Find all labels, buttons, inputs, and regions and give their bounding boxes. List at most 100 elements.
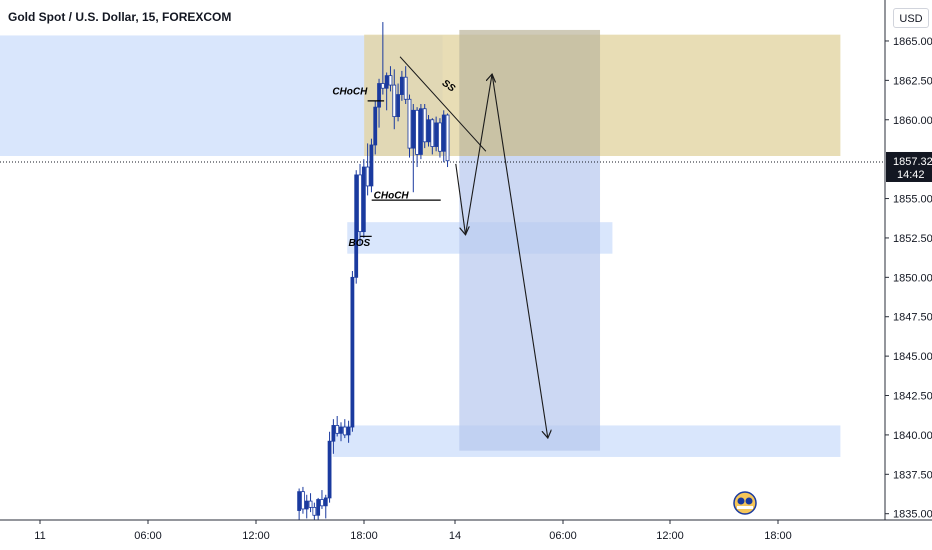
candle [354,170,359,284]
x-tick-label: 12:00 [242,530,270,542]
candle-body [396,94,400,118]
candle-body [388,75,393,86]
candle-body [320,499,324,507]
currency-selector[interactable]: USD [893,8,929,28]
candle-body [415,109,420,155]
candle [350,271,355,432]
candle [419,104,423,160]
y-tick-label: 1852.50 [893,233,932,245]
candle [422,104,427,149]
candle-body [301,491,305,510]
candle [304,494,309,519]
candle [327,431,332,503]
candle [312,502,317,520]
y-tick-label: 1862.50 [893,75,932,87]
candle [434,116,439,152]
current-price-tag [886,151,932,182]
symbol-title[interactable]: Gold Spot / U.S. Dollar, 15, FOREXCOM [6,10,234,24]
candle [346,420,351,443]
zones-layer [0,29,841,457]
candle-body [327,440,332,499]
candle [403,66,408,104]
candle-body [373,106,378,146]
candle [320,490,324,509]
candle [365,143,370,196]
y-tick-label: 1842.50 [893,391,932,403]
candle-body [335,425,340,434]
candle [392,69,397,130]
annotation-label-choch: CHoCH [374,191,410,202]
candle-body [331,425,336,442]
candle-body [377,83,381,108]
candle-body [438,122,442,152]
candle [411,104,416,193]
projection-arrow [464,74,493,235]
x-tick-label: 11 [34,530,45,542]
logo-badge [733,491,757,515]
candle-body [339,426,343,434]
annotation-label-bos: BOS [348,238,370,249]
candle-body [304,500,309,510]
candle [358,163,362,246]
candle [399,70,404,101]
candle-body [411,109,416,149]
x-tick-label: 06:00 [549,530,577,542]
candle-body [350,276,355,428]
candle [331,419,336,454]
short-target-zone [459,156,601,451]
projection-arrow [491,73,548,438]
currency-label: USD [899,13,923,25]
current-price-countdown: 14:42 [897,169,925,181]
y-tick-label: 1845.00 [893,351,932,363]
candle [369,138,374,193]
y-tick-label: 1860.00 [893,115,932,127]
candle-body [392,84,397,118]
candle [301,486,305,514]
candle-body [308,500,313,508]
candle-body [323,497,328,507]
candle-body [445,114,450,162]
x-tick-label: 18:00 [350,530,378,542]
candle [426,115,431,147]
candle [339,422,343,442]
candle-body [399,76,404,95]
candle [415,107,420,168]
short-stop-zone [459,29,601,157]
y-tick-label: 1847.50 [893,312,932,324]
candle-body [312,506,317,516]
x-tick-label: 14 [449,530,461,542]
candle [396,83,400,122]
candles-layer [297,22,450,520]
candle [441,110,446,163]
candle-body [384,75,389,89]
candle-body [358,174,362,233]
x-tick-label: 18:00 [764,530,792,542]
candle [373,100,378,155]
candle-body [422,108,427,143]
candle [380,22,385,95]
candle [308,493,313,513]
candle [438,118,442,158]
candle [430,118,435,155]
candle-body [430,119,435,147]
candle-body [346,426,351,436]
y-tick-label: 1837.50 [893,469,932,481]
y-tick-label: 1840.00 [893,430,932,442]
annotation-label-choch: CHoCH [332,87,368,98]
candle [297,488,302,520]
candle [335,416,340,437]
candle [377,78,381,128]
price-axis-bg [885,0,932,550]
y-tick-label: 1850.00 [893,272,932,284]
candle-body [316,499,321,516]
candle-body [365,166,370,187]
candle [361,159,366,238]
candle-body [354,174,359,278]
y-tick-label: 1865.00 [893,36,932,48]
candle [384,72,389,111]
y-tick-label: 1855.00 [893,194,932,206]
